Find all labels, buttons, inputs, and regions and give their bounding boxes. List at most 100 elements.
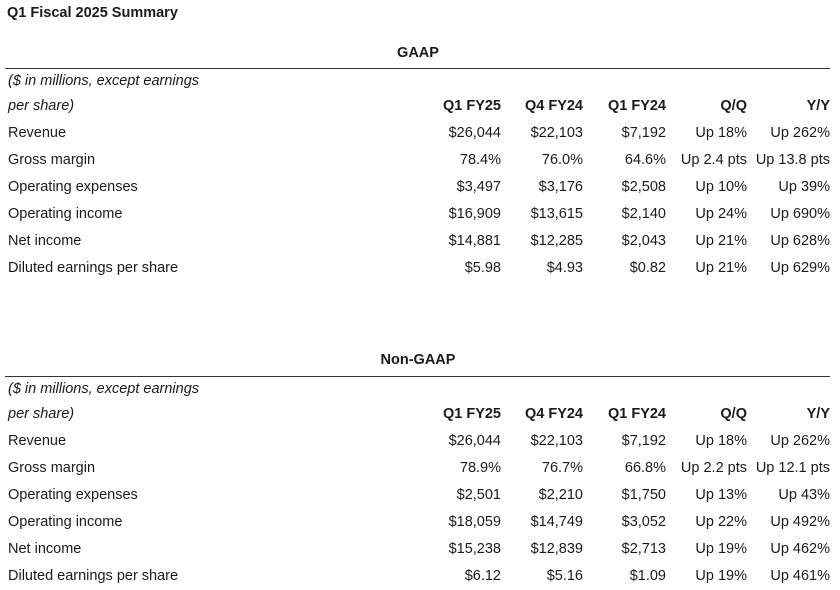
table-row: Revenue $26,044 $22,103 $7,192 Up 18% Up 262% [0, 120, 840, 147]
row-label: Revenue [8, 125, 67, 141]
table-cell: Up 629% [770, 260, 830, 276]
table-cell: Up 492% [770, 514, 830, 530]
table-cell: Up 461% [770, 568, 830, 584]
table-row: Operating income $16,909 $13,615 $2,140 Up 2… [0, 201, 840, 228]
table-cell: Up 18% [695, 433, 747, 449]
col-header-q4fy24: Q4 FY24 [524, 406, 583, 422]
table-cell: $2,501 [456, 487, 501, 503]
table-cell: 66.8% [624, 460, 666, 476]
col-header-q1fy25: Q1 FY25 [442, 98, 501, 114]
table-row: Gross margin 78.9% 76.7% 66.8% Up 2.2 pts Up … [0, 455, 840, 482]
table-cell: $5.16 [546, 568, 583, 584]
table-cell: $7,192 [621, 433, 666, 449]
table-cell: Up 24% [695, 206, 747, 222]
row-label: Gross margin [8, 152, 96, 168]
table-row: Net income $15,238 $12,839 $2,713 Up 19% Up 4… [0, 536, 840, 563]
table-cell: Up 10% [695, 179, 747, 195]
table-cell: Up 13% [695, 487, 747, 503]
table-cell: $15,238 [448, 541, 501, 557]
table-cell: $1,750 [621, 487, 666, 503]
nongaap-column-headers: Q1 FY25 Q4 FY24 Q1 FY24 Q/Q Y/Y [0, 401, 840, 428]
col-header-yy: Y/Y [806, 406, 830, 422]
gaap-units-note-line2: per share) [8, 98, 75, 114]
table-row: Revenue $26,044 $22,103 $7,192 Up 18% Up 262% [0, 428, 840, 455]
table-cell: Up 39% [778, 179, 830, 195]
table-cell: $3,497 [456, 179, 501, 195]
table-cell: Up 22% [695, 514, 747, 530]
nongaap-divider [5, 376, 830, 377]
table-cell: $6.12 [464, 568, 501, 584]
table-cell: Up 19% [695, 568, 747, 584]
row-label: Operating income [8, 206, 123, 222]
nongaap-heading: Non-GAAP [380, 352, 456, 368]
table-cell: Up 12.1 pts [755, 460, 830, 476]
nongaap-units-note-line1: ($ in millions, except earnings [8, 381, 200, 397]
nongaap-units-note-line2: per share) [8, 406, 75, 422]
table-cell: $12,285 [530, 233, 583, 249]
table-row: Net income $14,881 $12,285 $2,043 Up 21% Up 6… [0, 228, 840, 255]
col-header-q1fy24: Q1 FY24 [607, 98, 666, 114]
row-label: Diluted earnings per share [8, 260, 179, 276]
gaap-heading: GAAP [397, 45, 439, 61]
table-cell: $26,044 [448, 125, 501, 141]
table-cell: $26,044 [448, 433, 501, 449]
table-cell: $13,615 [530, 206, 583, 222]
table-cell: $0.82 [629, 260, 666, 276]
col-header-q4fy24: Q4 FY24 [524, 98, 583, 114]
table-cell: Up 628% [770, 233, 830, 249]
table-row: Gross margin 78.4% 76.0% 64.6% Up 2.4 pts Up … [0, 147, 840, 174]
table-cell: Up 690% [770, 206, 830, 222]
row-label: Net income [8, 233, 82, 249]
table-cell: $3,052 [621, 514, 666, 530]
table-row: Diluted earnings per share $6.12 $5.16 $1.0… [0, 563, 840, 590]
col-header-q1fy25: Q1 FY25 [442, 406, 501, 422]
col-header-yy: Y/Y [806, 98, 830, 114]
table-cell: $7,192 [621, 125, 666, 141]
table-cell: 76.0% [541, 152, 583, 168]
col-header-qq: Q/Q [720, 98, 747, 114]
table-cell: Up 262% [770, 433, 830, 449]
gaap-divider [5, 68, 830, 69]
table-cell: $3,176 [538, 179, 583, 195]
table-cell: $12,839 [530, 541, 583, 557]
table-cell: $2,508 [621, 179, 666, 195]
table-cell: $18,059 [448, 514, 501, 530]
table-cell: $1.09 [629, 568, 666, 584]
table-cell: 78.4% [459, 152, 501, 168]
table-cell: Up 43% [778, 487, 830, 503]
table-cell: Up 2.2 pts [680, 460, 747, 476]
page-title: Q1 Fiscal 2025 Summary [7, 5, 178, 21]
table-row: Diluted earnings per share $5.98 $4.93 $0.8… [0, 255, 840, 282]
row-label: Diluted earnings per share [8, 568, 179, 584]
table-cell: $16,909 [448, 206, 501, 222]
col-header-q1fy24: Q1 FY24 [607, 406, 666, 422]
table-cell: Up 462% [770, 541, 830, 557]
table-cell: Up 21% [695, 260, 747, 276]
table-row: Operating expenses $2,501 $2,210 $1,750 Up 1… [0, 482, 840, 509]
table-cell: $14,749 [530, 514, 583, 530]
table-cell: $2,210 [538, 487, 583, 503]
table-cell: $4.93 [546, 260, 583, 276]
table-cell: 64.6% [624, 152, 666, 168]
table-cell: Up 13.8 pts [755, 152, 830, 168]
table-cell: $22,103 [530, 125, 583, 141]
table-cell: Up 21% [695, 233, 747, 249]
row-label: Net income [8, 541, 82, 557]
table-cell: $22,103 [530, 433, 583, 449]
row-label: Operating income [8, 514, 123, 530]
table-cell: $14,881 [448, 233, 501, 249]
table-cell: $2,713 [621, 541, 666, 557]
table-cell: Up 19% [695, 541, 747, 557]
row-label: Operating expenses [8, 179, 138, 195]
table-row: Operating income $18,059 $14,749 $3,052 Up 2… [0, 509, 840, 536]
table-cell: Up 2.4 pts [680, 152, 747, 168]
table-cell: 78.9% [459, 460, 501, 476]
gaap-column-headers: Q1 FY25 Q4 FY24 Q1 FY24 Q/Q Y/Y [0, 93, 840, 120]
table-cell: $2,043 [621, 233, 666, 249]
table-cell: $2,140 [621, 206, 666, 222]
gaap-units-note-line1: ($ in millions, except earnings [8, 73, 200, 89]
row-label: Gross margin [8, 460, 96, 476]
row-label: Revenue [8, 433, 67, 449]
table-row: Operating expenses $3,497 $3,176 $2,508 Up 1… [0, 174, 840, 201]
table-cell: Up 262% [770, 125, 830, 141]
